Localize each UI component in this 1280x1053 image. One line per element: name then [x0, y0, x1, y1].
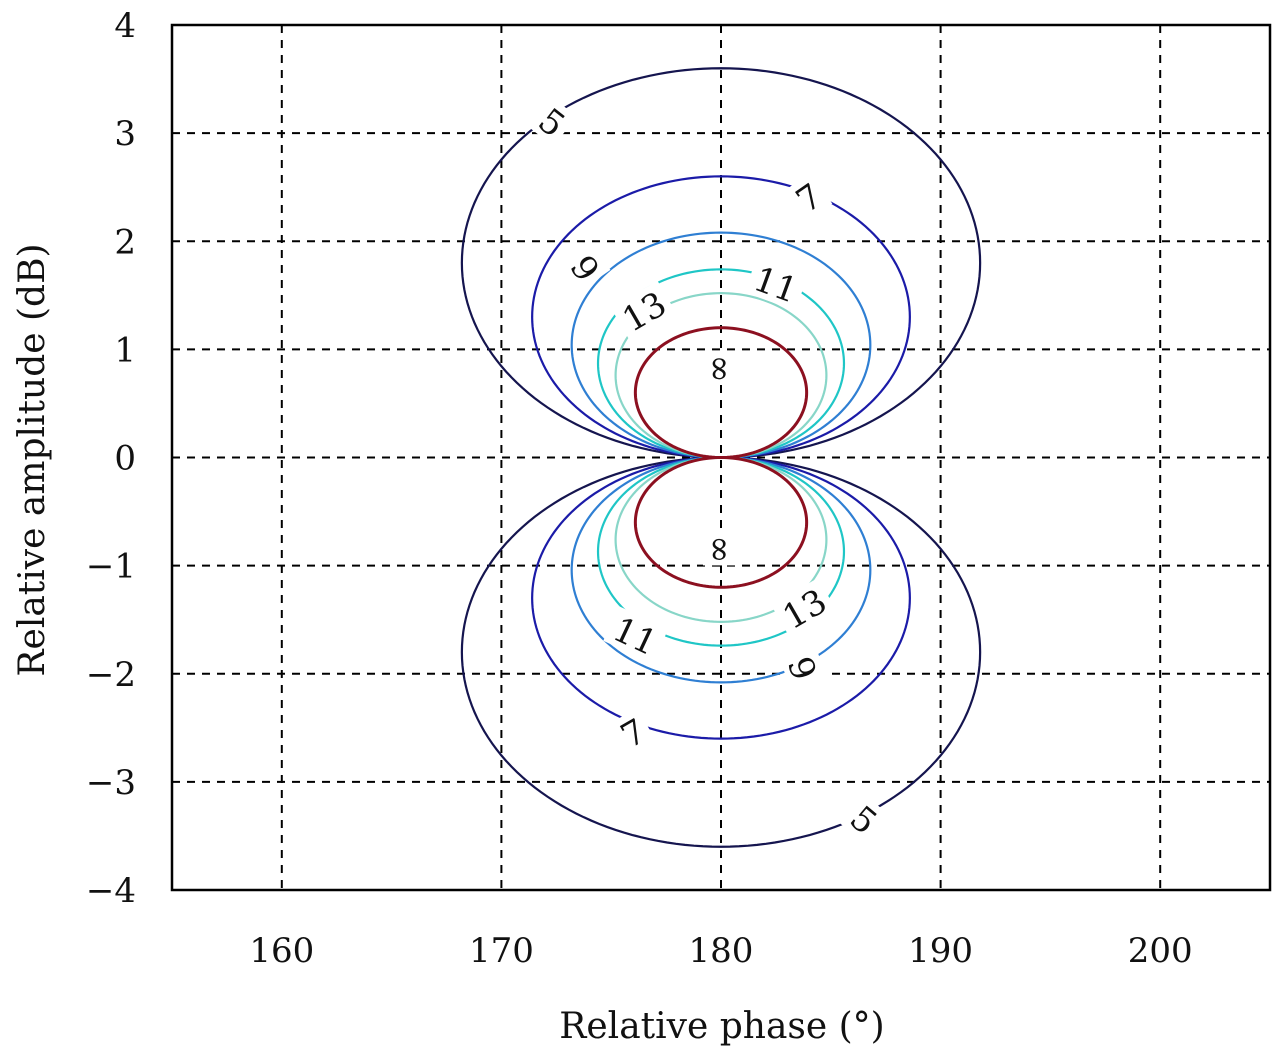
contour-level-13-lower — [614, 456, 828, 623]
contour-label-bg — [744, 256, 809, 311]
contour-label-bg — [779, 646, 827, 690]
y-tick-label: 1 — [114, 330, 136, 370]
contour-level-13-upper — [614, 292, 828, 459]
y-tick-label: 3 — [114, 114, 136, 154]
contour-label-group: 9 — [779, 646, 827, 690]
contour-label-group: ∞ — [700, 352, 741, 385]
x-tick-label: 200 — [1128, 931, 1193, 971]
grid-lines — [172, 25, 1270, 890]
x-tick-labels: 160 170 180 190 200 — [249, 931, 1192, 971]
contour-level-inf-upper — [633, 326, 809, 460]
y-tick-label: 0 — [114, 439, 136, 479]
x-tick-label: 170 — [469, 931, 534, 971]
contour-label-bg — [609, 707, 657, 757]
y-tick-label: −4 — [86, 871, 136, 911]
contour-label-group: ∞ — [700, 533, 741, 566]
contour-level-11-lower — [596, 456, 846, 647]
plot-frame — [170, 23, 1272, 892]
contour-level-9-upper — [570, 231, 872, 459]
y-axis-label: Relative amplitude (dB) — [12, 243, 53, 676]
contour-label-bg — [839, 794, 889, 844]
y-tick-label: 2 — [114, 222, 136, 262]
x-axis-label: Relative phase (°) — [559, 1006, 884, 1047]
x-tick-label: 190 — [908, 931, 973, 971]
contour-label-bg — [603, 606, 669, 664]
y-tick-label: −3 — [86, 763, 136, 803]
contour-label-group: 11 — [744, 256, 809, 312]
contour-label-bg — [528, 96, 577, 147]
contour-label-bg — [610, 280, 677, 341]
x-tick-label: 180 — [689, 931, 754, 971]
contour-label-group: 7 — [609, 707, 657, 757]
contour-level-7-lower — [531, 456, 911, 740]
y-tick-labels: 4 3 2 1 0 −1 −2 −3 −4 — [86, 6, 136, 911]
contour-level-inf-lower — [633, 455, 809, 589]
contour-level-5-upper — [460, 67, 982, 459]
y-tick-label: 4 — [114, 6, 136, 46]
contour-label: ∞ — [700, 535, 740, 563]
contour-label-bg — [771, 578, 837, 638]
contour-label-bg — [784, 172, 833, 222]
y-tick-label: −2 — [86, 655, 136, 695]
contour-label: ∞ — [700, 355, 740, 383]
y-tick-label: −1 — [86, 547, 136, 587]
contour-label-bg — [560, 243, 611, 292]
contour-label-bg — [703, 352, 741, 385]
x-tick-label: 160 — [249, 931, 314, 971]
contour-label-bg — [703, 533, 741, 566]
